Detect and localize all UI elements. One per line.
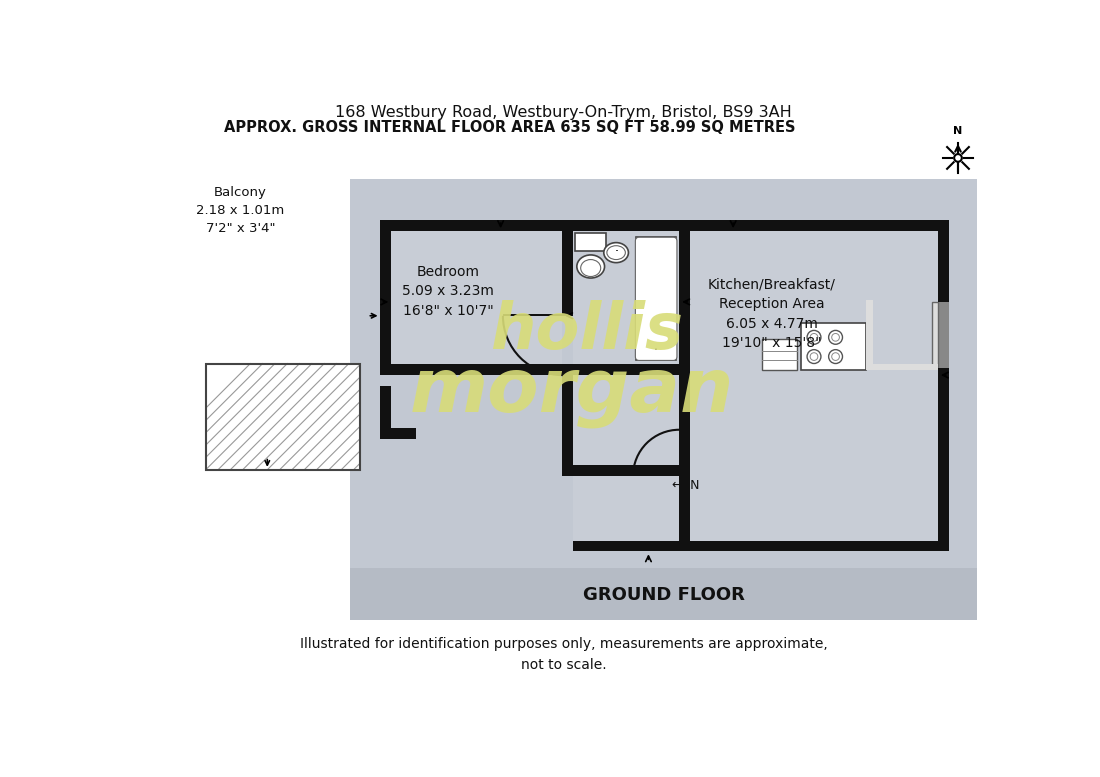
- Text: hollis: hollis: [491, 300, 683, 362]
- Text: Illustrated for identification purposes only, measurements are approximate,
not : Illustrated for identification purposes …: [300, 637, 827, 672]
- Bar: [562, 465, 690, 476]
- Bar: [381, 221, 948, 231]
- Bar: [867, 364, 938, 370]
- Text: GROUND FLOOR: GROUND FLOOR: [583, 587, 745, 605]
- Bar: [762, 339, 798, 370]
- Ellipse shape: [607, 246, 625, 260]
- Bar: [573, 375, 938, 552]
- Text: morgan: morgan: [409, 355, 734, 427]
- Bar: [636, 237, 676, 361]
- Bar: [350, 567, 977, 620]
- Bar: [938, 368, 948, 552]
- Bar: [381, 386, 392, 430]
- Bar: [503, 314, 562, 315]
- Bar: [680, 476, 681, 522]
- Bar: [616, 249, 618, 251]
- Circle shape: [954, 154, 961, 162]
- Text: ← IN: ← IN: [671, 479, 700, 492]
- Ellipse shape: [581, 260, 601, 277]
- Bar: [562, 364, 690, 375]
- Bar: [381, 364, 573, 375]
- Bar: [680, 465, 690, 552]
- Text: Balcony
2.18 x 1.01m
7'2" x 3'4": Balcony 2.18 x 1.01m 7'2" x 3'4": [196, 186, 285, 235]
- Bar: [381, 221, 392, 375]
- Bar: [801, 323, 867, 370]
- Bar: [680, 375, 690, 476]
- FancyBboxPatch shape: [636, 237, 676, 361]
- Bar: [680, 221, 690, 375]
- Bar: [562, 221, 573, 315]
- Bar: [573, 541, 948, 552]
- Ellipse shape: [576, 255, 605, 278]
- Bar: [762, 339, 798, 370]
- Bar: [938, 302, 948, 368]
- Bar: [350, 179, 977, 620]
- Text: APPROX. GROSS INTERNAL FLOOR AREA 635 SQ FT 58.99 SQ METRES: APPROX. GROSS INTERNAL FLOOR AREA 635 SQ…: [224, 120, 795, 134]
- Bar: [575, 232, 606, 251]
- Bar: [573, 231, 680, 375]
- Bar: [867, 301, 872, 370]
- Bar: [562, 375, 573, 476]
- Bar: [680, 476, 690, 552]
- Bar: [654, 348, 657, 350]
- Bar: [392, 231, 562, 375]
- Bar: [938, 221, 948, 302]
- Text: 168 Westbury Road, Westbury-On-Trym, Bristol, BS9 3AH: 168 Westbury Road, Westbury-On-Trym, Bri…: [336, 105, 792, 120]
- Bar: [206, 364, 360, 470]
- Bar: [562, 364, 573, 375]
- Bar: [932, 302, 938, 368]
- Bar: [690, 231, 938, 375]
- Text: Kitchen/Breakfast/
Reception Area
6.05 x 4.77m
19'10" x 15'8": Kitchen/Breakfast/ Reception Area 6.05 x…: [707, 278, 836, 350]
- Bar: [801, 323, 867, 370]
- Ellipse shape: [604, 242, 628, 263]
- Bar: [381, 428, 416, 439]
- Text: Bedroom
5.09 x 3.23m
16'8" x 10'7": Bedroom 5.09 x 3.23m 16'8" x 10'7": [403, 265, 494, 318]
- Bar: [206, 364, 360, 470]
- Text: N: N: [954, 127, 962, 136]
- Bar: [575, 232, 606, 251]
